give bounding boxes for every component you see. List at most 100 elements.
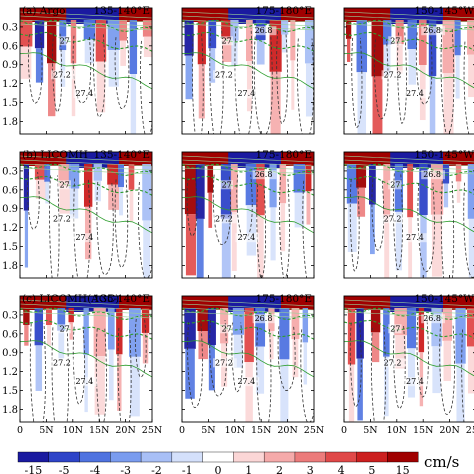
current-band (384, 216, 390, 278)
current-band (456, 363, 465, 422)
zero-contour (187, 322, 203, 408)
y-tick-label: 1.8 (2, 405, 18, 416)
current-band (356, 308, 364, 359)
isopycnal-line (182, 163, 314, 171)
contour-label: 27 (60, 324, 70, 333)
isopycnal-line (344, 52, 474, 89)
contour-label-bg (73, 377, 98, 387)
x-tick-label: 10N (387, 425, 407, 436)
zero-contour (138, 181, 152, 278)
current-band (294, 192, 305, 228)
zero-contour (52, 33, 63, 113)
isopycnal-line (20, 303, 152, 311)
current-band (395, 20, 404, 45)
isopycnal-line (20, 340, 152, 378)
isopycnal-line (182, 196, 314, 234)
contour-label: 27.2 (215, 358, 233, 367)
contour-label-bg (213, 70, 237, 80)
panel-frame (181, 7, 315, 135)
current-band (96, 61, 106, 113)
x-tick-label: 5N (39, 425, 53, 436)
zero-contour (117, 327, 132, 422)
isopycnal-line (20, 167, 152, 175)
colorbar-tick-label: -1 (182, 464, 193, 474)
current-band (23, 308, 30, 325)
zero-contour (397, 32, 407, 124)
zero-contour (439, 323, 455, 415)
isopycnal-line (182, 11, 314, 19)
contour-label: 27.2 (215, 214, 233, 223)
current-band (185, 214, 196, 276)
current-band (208, 20, 217, 49)
panel-1-2: 26.8 27 27.2 27.4 150-145°W (343, 149, 474, 279)
current-band (428, 20, 437, 77)
contour-label-bg (421, 170, 445, 180)
contour-label-bg (73, 89, 98, 99)
isopycnal-line (182, 163, 314, 177)
isopycnal-line (20, 19, 152, 33)
isopycnal-line (344, 307, 474, 321)
current-band (395, 211, 403, 271)
current-band (468, 218, 474, 278)
current-band (34, 20, 45, 49)
contour-label: 27.4 (406, 233, 424, 242)
current-band (185, 55, 193, 100)
zero-contour (29, 323, 46, 422)
current-band (117, 354, 122, 411)
current-band (142, 332, 149, 364)
isopycnal-line (182, 23, 314, 31)
isopycnal-line (20, 299, 152, 307)
zero-contour (209, 320, 227, 397)
contour-label: 27.2 (384, 70, 402, 79)
x-tick-label: 15N (89, 425, 109, 436)
panel-1-1: 26.8 27 27.2 27.4 175-180°E (181, 149, 315, 279)
current-band (46, 324, 51, 346)
current-band (407, 348, 416, 398)
current-band (209, 48, 216, 83)
panel-frame (343, 7, 474, 135)
colorbar-swatch (48, 451, 81, 463)
current-band (290, 20, 296, 61)
current-band (231, 40, 238, 67)
isopycnal-line (20, 311, 152, 319)
contour-label: 26.8 (423, 26, 441, 35)
panel-column-title: 175-180°E (255, 149, 312, 161)
current-band (83, 308, 89, 355)
isopycnal-line (344, 311, 474, 319)
panel-0-0: 27 27.2 27.4 0.3 0.6 0.9 1.2 1.5 1.8 (a) Argo 135-… (2, 5, 153, 135)
contour-label: 27 (222, 180, 232, 189)
contour-label-bg (219, 324, 233, 334)
panel-frame (19, 7, 153, 135)
isopycnal-line (344, 303, 474, 311)
panel-field: 26.8 27 27.2 27.4 (344, 296, 474, 422)
current-band (269, 331, 274, 360)
panel-column-title: 175-180°E (255, 5, 312, 17)
zero-contour (276, 31, 288, 124)
contour-label-bg (235, 233, 260, 243)
zero-contour (114, 37, 130, 110)
contour-label-bg (219, 180, 233, 190)
current-band (304, 20, 314, 64)
contour-label-bg (388, 324, 402, 334)
colorbar-tick-label: 2 (276, 464, 283, 474)
x-tick-label: 15N (413, 425, 433, 436)
colorbar-tick-label: -3 (120, 464, 131, 474)
panel-2-0: 27 27.2 27.4 0.3 0.6 0.9 1.2 1.5 1.8 0 5N 10N 15N 20N… (2, 293, 162, 436)
zero-contour (349, 179, 360, 272)
isopycnal-line (344, 155, 474, 163)
current-band (256, 40, 265, 65)
contour-label: 27.4 (75, 89, 93, 98)
current-band (442, 164, 450, 184)
contour-label-bg (252, 26, 277, 36)
current-band (244, 308, 254, 363)
isopycnal-line (344, 163, 474, 171)
current-band (356, 164, 367, 188)
colorbar-tick-label: 4 (338, 464, 345, 474)
current-band (83, 20, 96, 40)
x-tick-label: 20N (277, 425, 297, 436)
current-band (196, 218, 204, 278)
zero-contour (392, 173, 403, 271)
current-band (21, 46, 32, 79)
current-band (35, 48, 44, 83)
current-band (407, 20, 418, 50)
